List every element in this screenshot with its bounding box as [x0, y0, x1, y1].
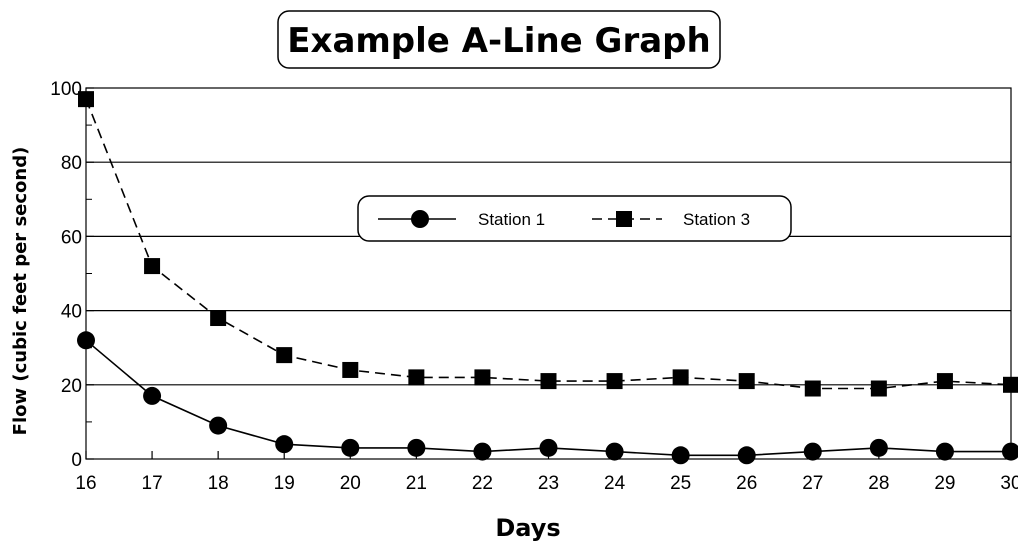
- series-1-point-29: [935, 442, 954, 461]
- series-1-point-26: [737, 446, 756, 465]
- series-1-point-27: [803, 442, 822, 461]
- chart-title-text: Example A-Line Graph: [287, 21, 710, 61]
- series-2-point-30: [1003, 376, 1018, 393]
- xtick-label-27: 27: [802, 473, 823, 494]
- title-box: [277, 10, 721, 69]
- xtick-label-28: 28: [868, 473, 889, 494]
- ytick-label-0: 0: [71, 450, 82, 471]
- series-2-point-21: [408, 369, 425, 386]
- series-2-point-29: [936, 373, 953, 390]
- series-2-point-23: [540, 373, 557, 390]
- xtick-label-23: 23: [538, 473, 559, 494]
- series-1-point-18: [209, 416, 228, 435]
- series-line-1: [85, 339, 1011, 457]
- series-1-point-21: [407, 438, 426, 457]
- legend-box: [357, 195, 792, 242]
- series-layer: [77, 91, 1018, 465]
- series-1-point-25: [671, 446, 690, 465]
- series-2-point-22: [474, 369, 491, 386]
- ytick-label-40: 40: [61, 302, 82, 323]
- xtick-label-16: 16: [75, 473, 96, 494]
- series-2-point-28: [870, 380, 887, 397]
- x-axis-title: Days: [495, 514, 560, 542]
- x-axis-ticks: 16 17 18 19 20 21 22 23 24 25 26 27 28 29 30: [75, 451, 1018, 494]
- xtick-label-19: 19: [274, 473, 295, 494]
- series-1-point-16: [77, 331, 95, 350]
- series-1-point-17: [143, 386, 162, 405]
- chart-title: Example A-Line Graph: [277, 10, 721, 69]
- series-2-point-25: [672, 369, 689, 386]
- series-1-point-28: [869, 438, 888, 457]
- legend-marker-1: [411, 210, 429, 228]
- series-2-point-18: [210, 310, 227, 327]
- plot-frame: [85, 87, 1012, 460]
- xtick-label-29: 29: [934, 473, 955, 494]
- xtick-label-25: 25: [670, 473, 691, 494]
- legend-marker-2: [616, 211, 632, 227]
- xtick-label-20: 20: [340, 473, 361, 494]
- legend: Station 1 Station 3: [357, 195, 792, 242]
- series-2-point-26: [738, 373, 755, 390]
- y-axis-title: Flow (cubic feet per second): [10, 147, 31, 436]
- series-1-point-22: [473, 442, 492, 461]
- ytick-label-100: 100: [50, 79, 82, 100]
- series-1-point-30: [1002, 442, 1018, 461]
- series-1-point-19: [275, 435, 294, 454]
- ytick-label-60: 60: [61, 227, 82, 248]
- series-2-point-16: [78, 91, 94, 108]
- xtick-label-18: 18: [208, 473, 229, 494]
- y-axis-ticks: 0 20 40 60 80 100: [50, 79, 94, 471]
- series-1-point-20: [341, 438, 360, 457]
- xtick-label-17: 17: [142, 473, 163, 494]
- series-2-point-27: [804, 380, 821, 397]
- ytick-label-20: 20: [61, 376, 82, 397]
- series-1-point-24: [605, 442, 624, 461]
- series-2-point-20: [342, 361, 359, 378]
- xtick-label-22: 22: [472, 473, 493, 494]
- series-1-point-23: [539, 438, 558, 457]
- ytick-label-80: 80: [61, 153, 82, 174]
- series-2-point-19: [276, 347, 293, 364]
- xtick-label-26: 26: [736, 473, 757, 494]
- legend-label-1: Station 1: [478, 210, 545, 229]
- series-line-2: [85, 98, 1012, 390]
- xtick-label-30: 30: [1000, 473, 1018, 494]
- xtick-label-21: 21: [406, 473, 427, 494]
- series-2-point-17: [144, 258, 161, 275]
- legend-label-2: Station 3: [683, 210, 750, 229]
- series-2-point-24: [606, 373, 623, 390]
- xtick-label-24: 24: [604, 473, 626, 494]
